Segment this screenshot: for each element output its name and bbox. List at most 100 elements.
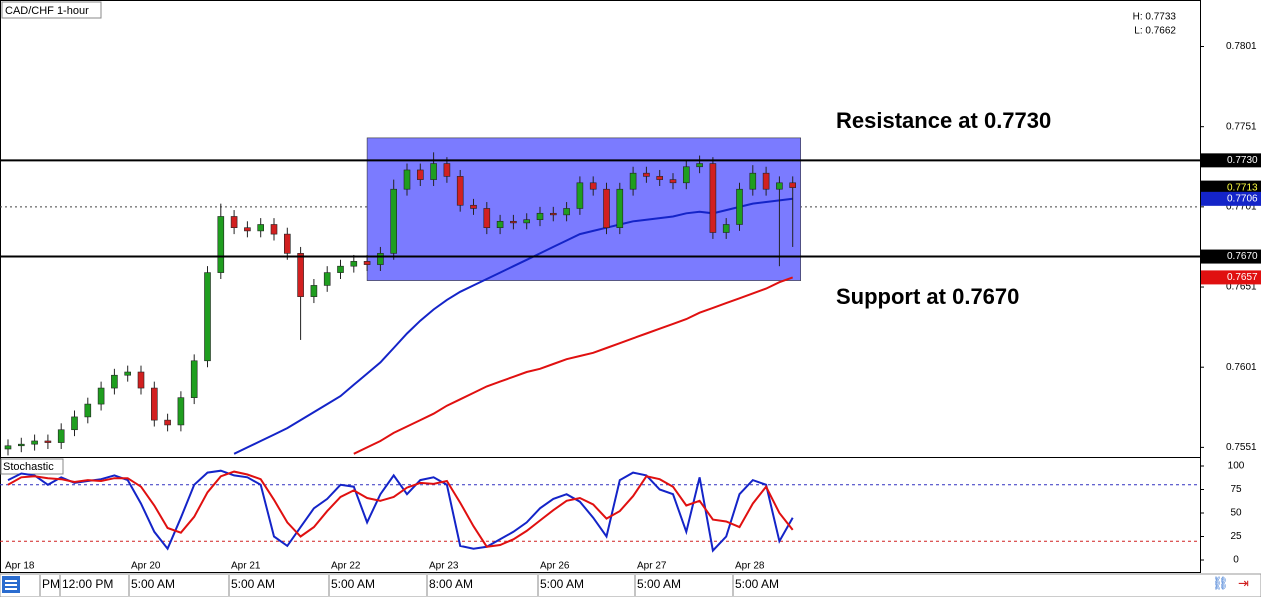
moving-average: [233, 197, 793, 455]
date-label: Apr 28: [735, 561, 765, 572]
price-tag: [1201, 249, 1261, 264]
candle-body: [456, 176, 464, 206]
candle-body: [204, 272, 211, 362]
candle-body: [576, 182, 584, 209]
candle-body: [483, 208, 491, 228]
y-tick-label: 0.7601: [1226, 362, 1257, 373]
date-label: Apr 23: [429, 561, 459, 572]
time-label: 5:00 AM: [540, 577, 584, 591]
stoch-y-tick-label: 75: [1230, 484, 1242, 495]
arrow-icon[interactable]: ⇥: [1238, 575, 1249, 590]
candle-body: [84, 403, 92, 418]
candle-body: [177, 397, 185, 426]
candle-body: [563, 208, 570, 216]
price-tag: [1201, 180, 1261, 195]
candle-body: [776, 182, 783, 190]
range-box: [366, 137, 802, 281]
candle-body: [4, 445, 12, 450]
link-icon[interactable]: ⛓: [1212, 575, 1229, 590]
y-tick-label: 0.7551: [1226, 442, 1257, 453]
candle-body: [470, 204, 477, 209]
candle-body: [44, 440, 52, 443]
candle-body: [124, 371, 131, 376]
candle-body: [390, 188, 398, 254]
stoch-y-tick-label: 50: [1230, 508, 1242, 519]
stoch-y-tick-label: 100: [1228, 461, 1245, 472]
candle-body: [151, 387, 158, 421]
candle-body: [283, 233, 291, 254]
candle-body: [217, 216, 225, 273]
price-tag: [1201, 153, 1261, 168]
candle-body: [310, 285, 318, 297]
candle-body: [244, 227, 251, 232]
time-label: 12:00 PM: [62, 577, 113, 591]
time-label: 5:00 AM: [331, 577, 375, 591]
candle-body: [749, 172, 757, 190]
candle-body: [762, 172, 770, 190]
candle-body: [377, 253, 384, 265]
price-tag-label: 0.7657: [1227, 272, 1258, 283]
menu-icon-line: [5, 584, 17, 586]
candle-body: [629, 172, 637, 190]
candle-body: [57, 429, 65, 443]
date-label: Apr 27: [637, 561, 667, 572]
candle-body: [523, 219, 531, 224]
candle-body: [31, 440, 38, 445]
candle-body: [709, 163, 717, 233]
candle-body: [736, 188, 743, 225]
high-text: H: 0.7733: [1133, 12, 1177, 23]
y-tick-label: 0.7801: [1226, 41, 1257, 52]
stochastic-title-box: [0, 458, 64, 475]
candle-body: [443, 163, 451, 177]
time-label: PM: [42, 577, 60, 591]
candle-body: [616, 188, 624, 228]
candle-body: [510, 220, 517, 224]
candle-body: [403, 169, 411, 190]
candle-body: [789, 182, 797, 188]
price-tag-label: 0.7706: [1227, 193, 1258, 204]
y-tick-label: 0.7651: [1226, 282, 1257, 293]
date-label: Apr 26: [540, 561, 570, 572]
candle-body: [696, 163, 703, 168]
stoch-y-tick-label: 25: [1230, 531, 1242, 542]
menu-icon-line: [5, 580, 17, 582]
candle-body: [270, 224, 278, 235]
price-tag-label: 0.7730: [1227, 155, 1258, 166]
candle-body: [549, 212, 557, 216]
stoch-y-tick-label: 0: [1233, 555, 1239, 566]
candle-body: [337, 265, 344, 273]
time-label: 8:00 AM: [429, 577, 473, 591]
candle-body: [416, 169, 424, 180]
stochastic-line: [7, 469, 794, 553]
time-label: 5:00 AM: [735, 577, 779, 591]
annotation: Resistance at 0.7730: [836, 108, 1051, 133]
price-tag: [1201, 191, 1261, 206]
candle-body: [297, 253, 304, 297]
price-tag-label: 0.7713: [1227, 182, 1258, 193]
candle-body: [669, 179, 677, 184]
date-label: Apr 20: [131, 561, 161, 572]
plot-frame: [0, 0, 1201, 573]
stochastic-title: Stochastic: [3, 461, 54, 473]
candle-body: [17, 443, 25, 447]
candle-body: [111, 374, 118, 389]
price-tag: [1201, 270, 1261, 285]
title-box: [1, 1, 102, 19]
candle-body: [190, 360, 198, 398]
candle-body: [682, 166, 690, 184]
candle-body: [323, 272, 331, 286]
date-label: Apr 21: [231, 561, 261, 572]
time-label: 5:00 AM: [131, 577, 175, 591]
candle-body: [363, 261, 371, 265]
candle-body: [137, 371, 145, 389]
time-label: 5:00 AM: [637, 577, 681, 591]
candle-body: [536, 212, 544, 220]
candle-body: [164, 419, 171, 426]
candle-body: [230, 216, 238, 228]
candle-body: [589, 182, 597, 190]
time-axis-bar: [0, 573, 1261, 597]
candle-body: [722, 224, 730, 233]
chart-title: CAD/CHF 1-hour: [5, 5, 89, 17]
y-tick-label: 0.7701: [1226, 201, 1257, 212]
